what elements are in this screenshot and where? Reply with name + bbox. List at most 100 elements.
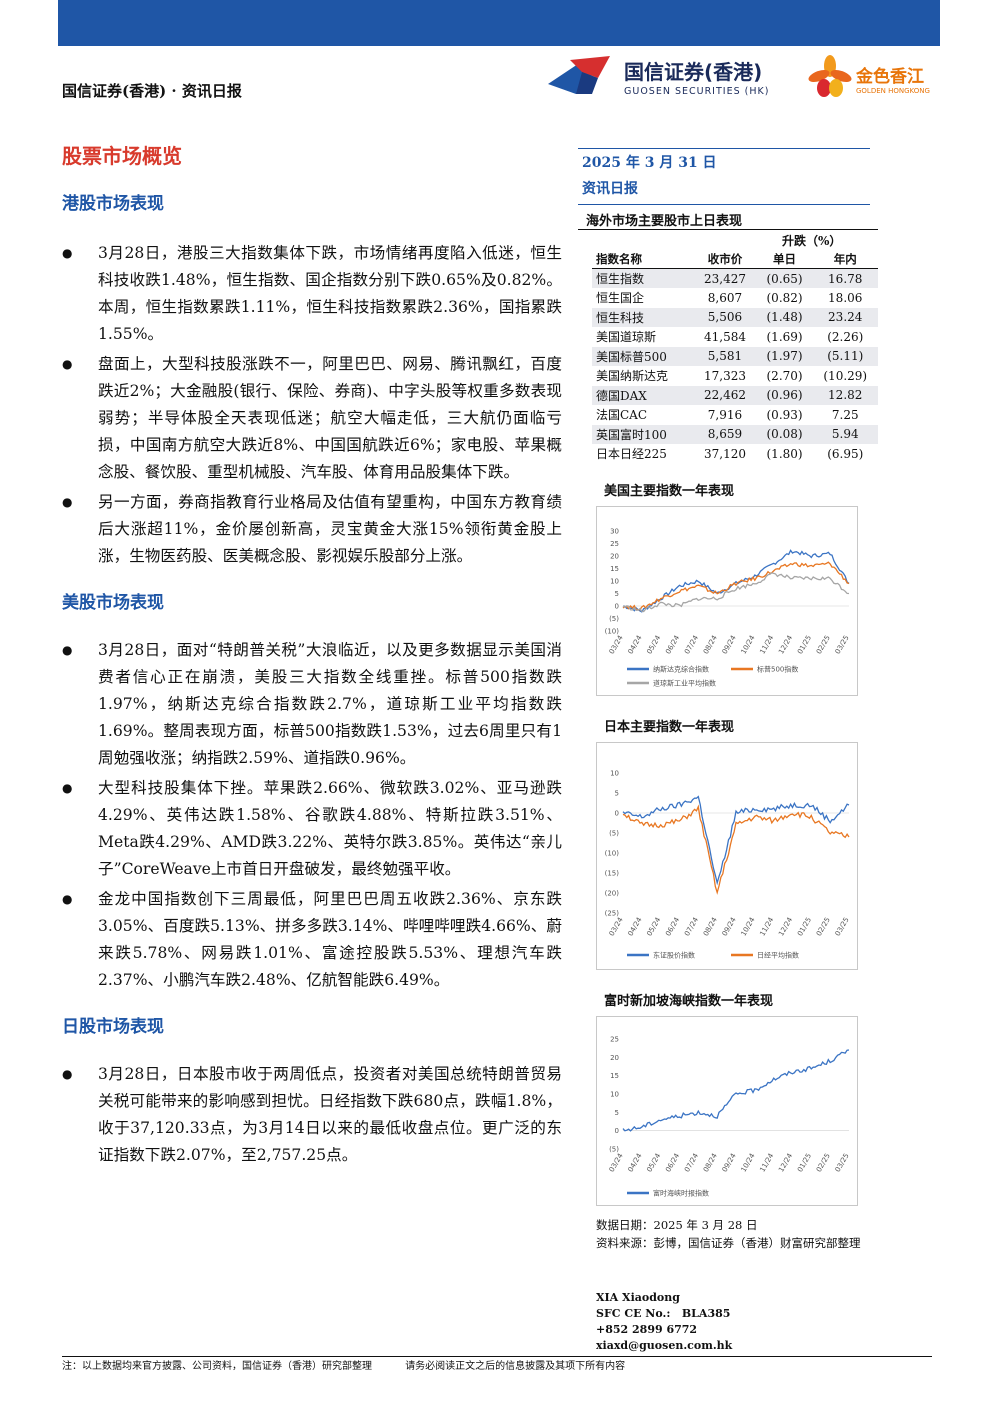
x-tick-label: 07/24 [683, 634, 700, 656]
chart1-title: 美国主要指数一年表现 [604, 484, 735, 499]
table-cell: (1.80) [766, 446, 803, 461]
footnote-right: 请务必阅读正文之后的信息披露及其项下所有内容 [405, 1361, 626, 1372]
x-tick-label: 06/24 [664, 1152, 681, 1174]
table-cell: (0.82) [766, 290, 803, 305]
analyst-email[interactable]: xiaxd@guosen.com.hk [596, 1339, 733, 1352]
section-title-jp: 日股市场表现 [62, 1017, 164, 1037]
y-tick-label: 5 [615, 1109, 619, 1117]
table-cell: 5.94 [812, 424, 878, 444]
table-cell: 16.78 [812, 268, 878, 288]
sg-index-chart: 25 20 15 10 5 0 (5) 03/24 04/24 05/24 06/24 07/24 08… [596, 1016, 858, 1206]
x-tick-label: 05/24 [645, 1152, 662, 1174]
table-cell: 37,120 [703, 446, 746, 461]
table-cell: 18.06 [828, 290, 863, 305]
index-name-cell: 法国CAC [596, 408, 648, 423]
table-cell: (5.11) [812, 346, 878, 366]
table-row: 美国标普500 5,581 (1.97) (5.11) [592, 346, 878, 366]
jp-index-chart: 10 5 0 (5) (10) (15) (20) (25) 03/24 04/24 05/24 06… [596, 742, 858, 970]
y-tick-label: (5) [609, 615, 619, 623]
hk-bullet-list: 3月28日，港股三大指数集体下跌，市场情绪再度陷入低迷，恒生科技收跌1.48%，… [62, 240, 562, 570]
y-tick-label: (10) [605, 628, 620, 636]
x-tick-label: 01/25 [796, 1152, 813, 1173]
table-cell: (10.29) [823, 368, 868, 383]
table-cell: 23.24 [812, 307, 878, 327]
y-tick-label: 0 [615, 810, 619, 818]
x-tick-label: 03/24 [608, 634, 625, 656]
x-tick-label: 02/25 [815, 916, 832, 937]
table-cell: (6.95) [827, 446, 864, 461]
index-name-cell: 德国DAX [592, 385, 694, 405]
sg-index-chart-svg: 25 20 15 10 5 0 (5)03/24 04/24 05/24 06/24 07/24 08… [608, 1036, 851, 1198]
golden-hongkong-logo: 金色香江 GOLDEN HONGKONG [808, 54, 943, 102]
table-cell: (2.26) [827, 329, 864, 344]
table-cell: 7,916 [707, 407, 743, 422]
section-title-hk: 港股市场表现 [62, 194, 164, 214]
chart2-title: 日本主要指数一年表现 [604, 720, 735, 735]
logo2-name: 金色香江 [856, 67, 924, 87]
us-bullet-list: 3月28日，面对“特朗普关税”大浪临近，以及更多数据显示美国消费者信心正在崩溃，… [62, 637, 562, 994]
series-line [622, 795, 850, 886]
jp-index-chart-svg: 10 5 0 (5) (10) (15) (20) (25)03/24 04/24 05/24 06… [605, 770, 851, 960]
table-row: 法国CAC 7,916 (0.93) 7.25 [592, 405, 878, 425]
list-item: 大型科技股集体下挫。苹果跌2.66%、微软跌3.02%、亚马逊跌4.29%、英伟… [62, 775, 562, 883]
main-content: 股票市场概览 港股市场表现 3月28日，港股三大指数集体下跌，市场情绪再度陷入低… [62, 140, 562, 1169]
y-tick-label: (5) [609, 830, 619, 838]
chart3-title: 富时新加坡海峡指数一年表现 [604, 994, 774, 1009]
table-row: 日本日经225 37,120 (1.80) (6.95) [592, 444, 878, 464]
legend-label: 东证股价指数 [653, 951, 695, 960]
x-tick-label: 12/24 [777, 916, 794, 938]
data-date: 数据日期：2025 年 3 月 28 日 [596, 1218, 758, 1232]
table-cell: (1.48) [756, 307, 813, 327]
jp-bullet-list: 3月28日，日本股市收于两周低点，投资者对美国总统特朗普贸易关税可能带来的影响感… [62, 1061, 562, 1169]
col-header: 单日 [756, 249, 813, 269]
table-cell: (1.69) [766, 329, 803, 344]
x-tick-label: 10/24 [740, 1152, 757, 1174]
index-name-cell: 恒生国企 [596, 291, 645, 306]
golden-flower-icon [808, 55, 852, 97]
x-tick-label: 06/24 [664, 634, 681, 656]
x-tick-label: 09/24 [721, 1152, 738, 1174]
table-cell: 41,584 [703, 329, 746, 344]
x-tick-label: 03/25 [834, 1152, 851, 1173]
y-tick-label: 0 [615, 1127, 619, 1135]
market-table: 指数名称 收市价 单日 年内 恒生指数 23,427 (0.65) 16.78 恒生国企… [592, 249, 878, 464]
logo2-english: GOLDEN HONGKONG [856, 87, 930, 95]
table-row: 恒生指数 23,427 (0.65) 16.78 [592, 268, 878, 288]
y-tick-label: 5 [615, 790, 619, 798]
col-header: 年内 [812, 249, 878, 269]
table-row: 恒生科技 5,506 (1.48) 23.24 [592, 307, 878, 327]
guosen-logo: 国信证券(香港) GUOSEN SECURITIES (HK) [548, 54, 788, 102]
report-type: 资讯日报 [582, 181, 638, 197]
analyst-contact: XIA Xiaodong SFC CE No.: BLA385 +852 289… [596, 1290, 732, 1354]
series-line [622, 1049, 850, 1132]
col-header: 收市价 [693, 249, 757, 269]
table-cell: 7.25 [831, 407, 859, 422]
y-tick-label: (10) [605, 850, 620, 858]
table-cell: 8,607 [707, 290, 743, 305]
x-tick-label: 01/25 [796, 916, 813, 937]
index-name-cell: 恒生科技 [592, 307, 694, 327]
index-name-cell: 日本日经225 [596, 447, 667, 462]
x-tick-label: 10/24 [740, 634, 757, 656]
y-tick-label: 0 [615, 603, 619, 611]
table-row: 英国富时100 8,659 (0.08) 5.94 [592, 424, 878, 444]
y-tick-label: 10 [610, 1091, 619, 1099]
series-line [622, 804, 850, 895]
y-tick-label: 15 [610, 1072, 619, 1080]
x-tick-label: 03/24 [608, 1152, 625, 1174]
side-top-rule [578, 148, 870, 149]
legend-label: 标普500指数 [757, 665, 798, 674]
table-cell: (2.70) [766, 368, 803, 383]
x-tick-label: 03/25 [834, 916, 851, 937]
x-tick-label: 08/24 [702, 916, 719, 938]
y-tick-label: 10 [610, 578, 619, 586]
market-table-title: 海外市场主要股市上日表现 [586, 214, 743, 229]
x-tick-label: 06/24 [664, 916, 681, 938]
x-tick-label: 03/25 [834, 634, 851, 655]
legend-label: 道琼斯工业平均指数 [653, 679, 716, 688]
table-cell: (0.08) [756, 424, 813, 444]
y-tick-label: (20) [605, 890, 620, 898]
analyst-ce-number: SFC CE No.: BLA385 [596, 1307, 731, 1320]
index-name-cell: 英国富时100 [592, 424, 694, 444]
list-item: 金龙中国指数创下三周最低，阿里巴巴周五收跌2.36%、京东跌3.05%、百度跌5… [62, 886, 562, 994]
